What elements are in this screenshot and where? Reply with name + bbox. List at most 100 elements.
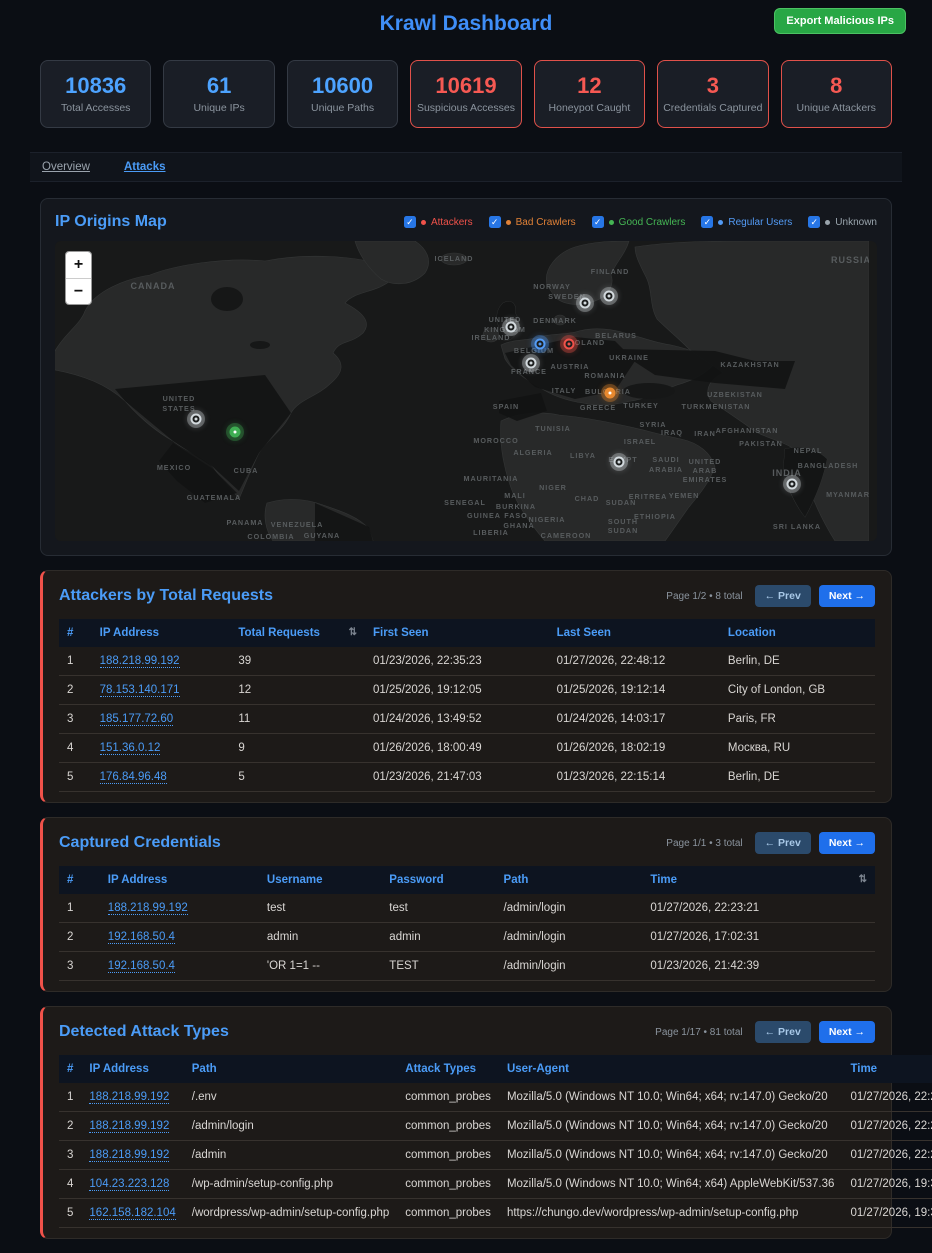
table-cell: 3 xyxy=(59,1140,82,1170)
tab-attacks[interactable]: Attacks xyxy=(123,161,166,173)
legend-label: Good Crawlers xyxy=(618,216,686,228)
map-marker-bad[interactable] xyxy=(604,387,616,399)
stat-card-unique-ips: 61 Unique IPs xyxy=(163,60,275,128)
ip-address-link[interactable]: 188.218.99.192 xyxy=(89,1149,170,1162)
svg-text:NIGER: NIGER xyxy=(539,483,567,492)
sort-icon[interactable]: ⇅ xyxy=(348,627,357,638)
svg-text:ISRAEL: ISRAEL xyxy=(624,437,656,446)
next-page-button[interactable]: Next → xyxy=(818,832,875,854)
svg-text:UNITED: UNITED xyxy=(163,394,196,403)
table-row: 5 162.158.182.104/wordpress/wp-admin/setu… xyxy=(59,1198,932,1228)
next-page-button[interactable]: Next → xyxy=(818,585,875,607)
ip-address-link[interactable]: 188.218.99.192 xyxy=(89,1120,170,1133)
svg-text:SWEDEN: SWEDEN xyxy=(548,292,586,301)
attack-types-title: Detected Attack Types xyxy=(59,1023,229,1040)
legend-toggle-attacker[interactable]: ✓ Attackers xyxy=(403,216,473,228)
map-marker-unknown[interactable] xyxy=(505,321,517,333)
table-cell: /admin/login xyxy=(495,894,643,923)
legend-toggle-regular[interactable]: ✓ Regular Users xyxy=(701,216,792,228)
table-row: 3 185.177.72.60 11 01/24/2026, 13:49:52 01/2… xyxy=(59,704,875,734)
map-marker-unknown[interactable] xyxy=(579,297,591,309)
table-cell: Москва, RU xyxy=(719,733,875,763)
legend-toggle-bad[interactable]: ✓ Bad Crawlers xyxy=(488,216,576,228)
svg-text:COLOMBIA: COLOMBIA xyxy=(247,532,294,541)
column-header--: # xyxy=(59,619,92,647)
checkbox-checked-icon[interactable]: ✓ xyxy=(403,216,416,228)
attack-types-table: # IP Address Path Attack Types User-Agent Tim… xyxy=(59,1055,932,1228)
table-cell: 01/23/2026, 22:35:23 xyxy=(364,647,549,676)
pagination-info: Page 1/1 • 3 total xyxy=(666,837,743,849)
ip-address-link[interactable]: 188.218.99.192 xyxy=(107,902,188,915)
column-header-total-requests: Total Requests ⇅ xyxy=(230,619,365,647)
svg-text:CANADA: CANADA xyxy=(131,281,176,291)
map-marker-unknown[interactable] xyxy=(525,357,537,369)
svg-text:CUBA: CUBA xyxy=(234,466,259,475)
table-cell: 01/23/2026, 21:47:03 xyxy=(364,762,549,792)
map-marker-regular[interactable] xyxy=(534,338,546,350)
map-marker-attacker[interactable] xyxy=(563,338,575,350)
svg-text:NIGERIA: NIGERIA xyxy=(529,515,566,524)
attack-types-pager: Page 1/17 • 81 total ← Prev Next → xyxy=(655,1021,875,1043)
checkbox-checked-icon[interactable]: ✓ xyxy=(808,216,821,228)
ip-address-link[interactable]: 188.218.99.192 xyxy=(89,1091,170,1104)
ip-address-link[interactable]: 185.177.72.60 xyxy=(99,713,174,726)
stat-label: Unique Attackers xyxy=(796,101,876,114)
ip-address-link[interactable]: 151.36.0.12 xyxy=(99,742,161,755)
map-marker-unknown[interactable] xyxy=(603,290,615,302)
prev-page-button[interactable]: ← Prev xyxy=(754,1021,811,1043)
ip-address-link[interactable]: 78.153.140.171 xyxy=(99,684,180,697)
legend-toggle-unknown[interactable]: ✓ Unknown xyxy=(808,216,877,228)
tab-overview[interactable]: Overview xyxy=(42,161,90,173)
world-map[interactable]: CANADA UNITED STATES MEXICO CUBA GUATEMALA PAN… xyxy=(55,241,877,541)
attackers-pager: Page 1/2 • 8 total ← Prev Next → xyxy=(666,585,875,607)
ip-address-link[interactable]: 192.168.50.4 xyxy=(107,931,175,944)
table-cell: 5 xyxy=(59,762,92,792)
checkbox-checked-icon[interactable]: ✓ xyxy=(591,216,604,228)
table-cell: 2 xyxy=(59,1111,82,1141)
prev-page-button[interactable]: ← Prev xyxy=(754,832,811,854)
map-marker-unknown[interactable] xyxy=(786,478,798,490)
ip-address-link[interactable]: 192.168.50.4 xyxy=(107,960,175,973)
legend-dot-icon xyxy=(420,219,426,225)
export-malicious-ips-button[interactable]: Export Malicious IPs xyxy=(774,8,906,34)
svg-text:SPAIN: SPAIN xyxy=(493,402,519,411)
map-marker-unknown[interactable] xyxy=(190,413,202,425)
map-marker-unknown[interactable] xyxy=(613,456,625,468)
legend-toggle-good[interactable]: ✓ Good Crawlers xyxy=(591,216,686,228)
svg-text:SYRIA: SYRIA xyxy=(640,420,667,429)
table-cell: 01/27/2026, 22:48:12 xyxy=(548,647,720,676)
marker-dot xyxy=(617,460,621,464)
column-header-last-seen: Last Seen xyxy=(548,619,720,647)
svg-text:NEPAL: NEPAL xyxy=(794,446,823,455)
map-marker-good[interactable] xyxy=(229,426,241,438)
prev-page-button[interactable]: ← Prev xyxy=(754,585,811,607)
captured-credentials-card: Captured Credentials Page 1/1 • 3 total ← … xyxy=(40,817,892,992)
table-cell: common_probes xyxy=(397,1169,499,1199)
checkbox-checked-icon[interactable]: ✓ xyxy=(701,216,714,228)
zoom-out-button[interactable]: − xyxy=(66,278,91,304)
pagination-info: Page 1/2 • 8 total xyxy=(666,590,743,602)
table-cell: admin xyxy=(258,922,382,952)
svg-text:PANAMA: PANAMA xyxy=(226,518,263,527)
svg-text:ROMANIA: ROMANIA xyxy=(584,371,625,380)
checkbox-checked-icon[interactable]: ✓ xyxy=(488,216,501,228)
svg-text:MALI: MALI xyxy=(504,491,526,500)
ip-address-link[interactable]: 162.158.182.104 xyxy=(89,1207,176,1220)
table-header-row: # IP Address Total Requests ⇅ First Seen Last… xyxy=(59,619,875,647)
column-header-ip-address: IP Address xyxy=(91,619,231,647)
svg-text:MAURITANIA: MAURITANIA xyxy=(464,474,519,483)
table-cell: /.env xyxy=(183,1083,398,1112)
zoom-in-button[interactable]: + xyxy=(66,252,91,278)
svg-text:BURKINA: BURKINA xyxy=(496,502,536,511)
map-zoom-control: + − xyxy=(65,251,92,305)
table-cell: /wp-admin/setup-config.php xyxy=(183,1169,398,1199)
ip-address-link[interactable]: 188.218.99.192 xyxy=(99,655,180,668)
table-cell: 01/26/2026, 18:00:49 xyxy=(364,733,549,763)
next-page-button[interactable]: Next → xyxy=(818,1021,875,1043)
ip-address-link[interactable]: 104.23.223.128 xyxy=(89,1178,170,1191)
svg-text:PAKISTAN: PAKISTAN xyxy=(739,439,783,448)
sort-icon[interactable]: ⇅ xyxy=(858,874,867,885)
ip-address-link[interactable]: 176.84.96.48 xyxy=(99,771,167,784)
svg-text:VENEZUELA: VENEZUELA xyxy=(271,520,324,529)
svg-text:AUSTRIA: AUSTRIA xyxy=(551,362,590,371)
